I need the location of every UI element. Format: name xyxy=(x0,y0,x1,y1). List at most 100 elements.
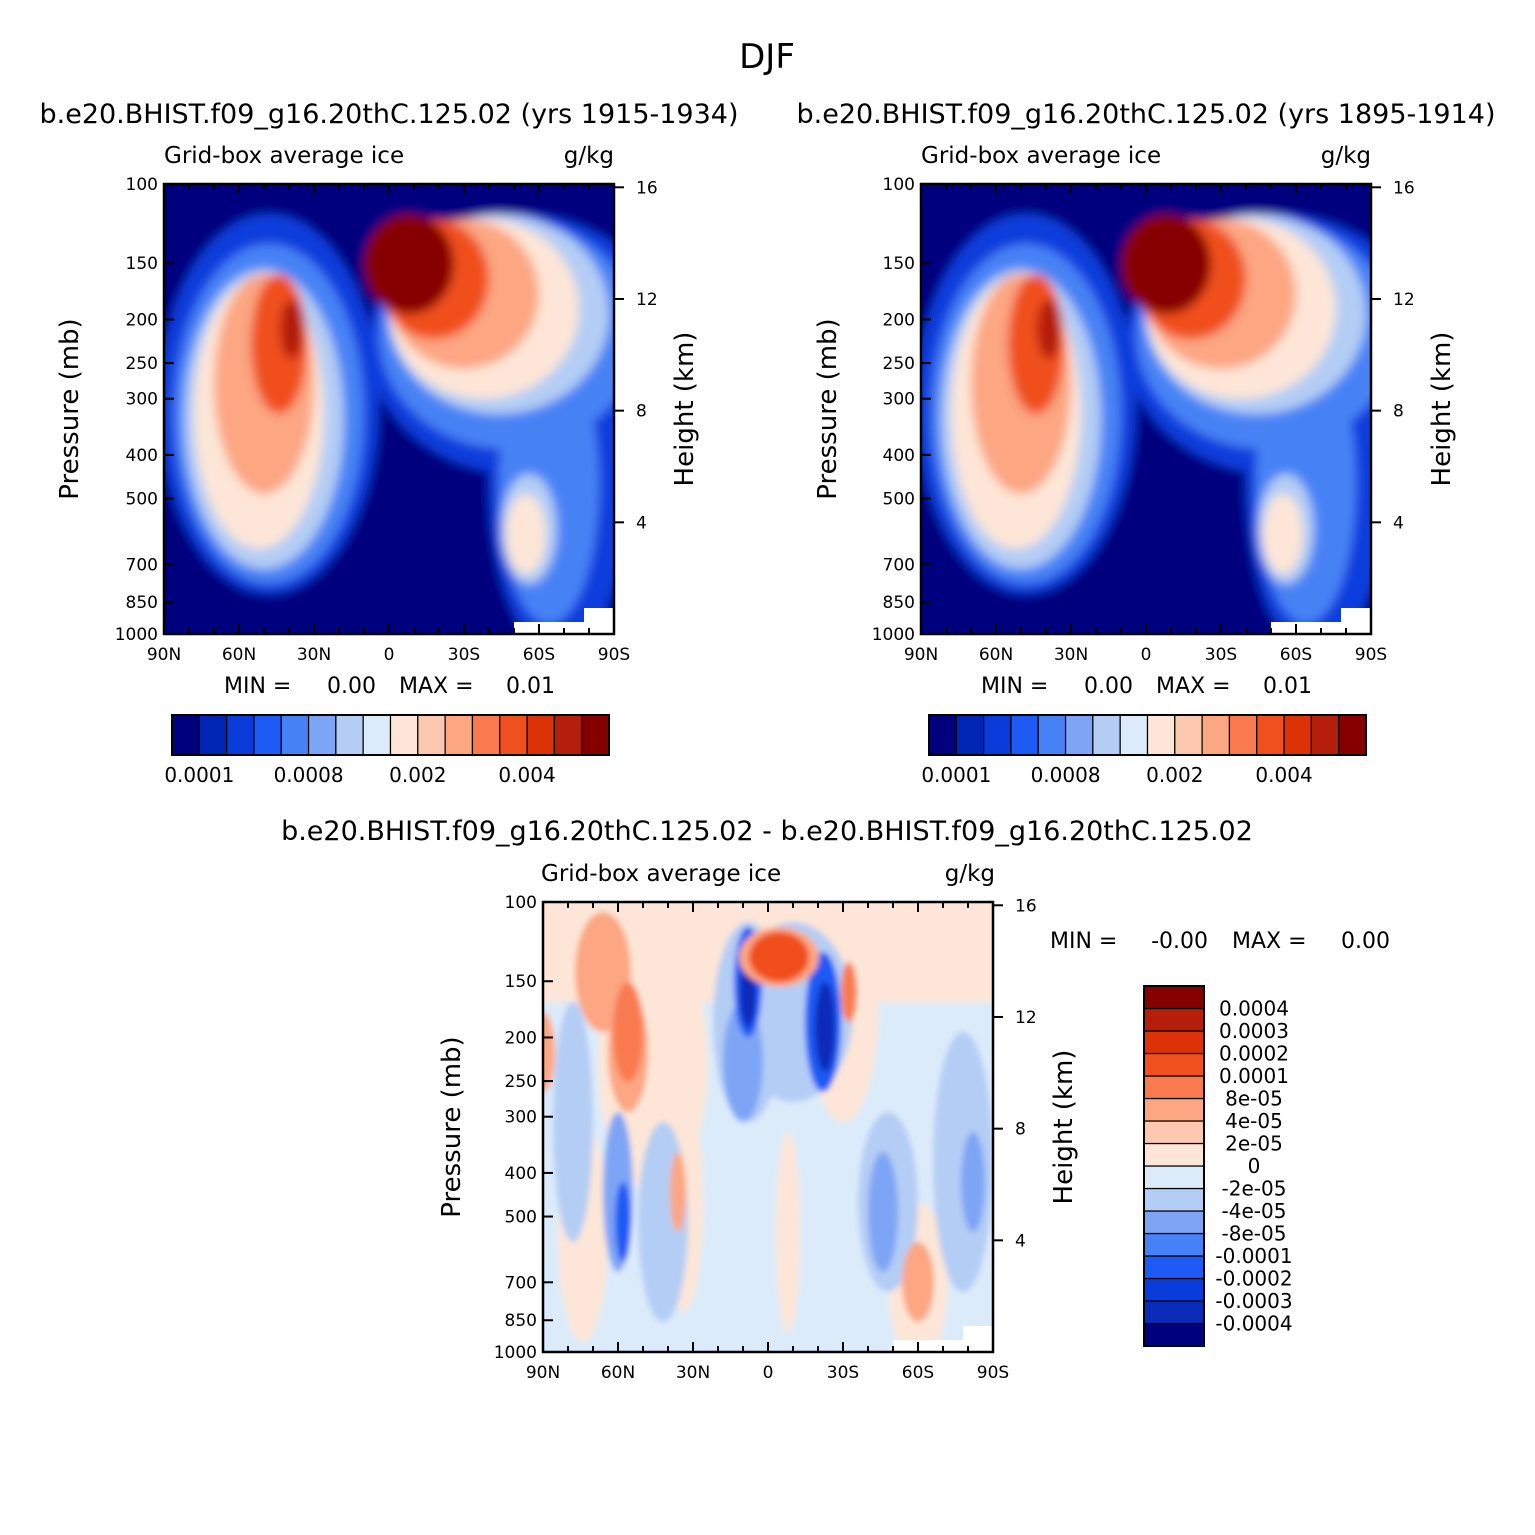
x-tick-label: 0 xyxy=(763,1363,774,1383)
x-tick-label: 90N xyxy=(147,645,181,665)
y-tick-label: 250 xyxy=(126,354,158,374)
x-tick-label: 30N xyxy=(297,645,331,665)
panel-left-max-value: 0.01 xyxy=(506,674,555,699)
colorbar-swatch xyxy=(1143,1030,1205,1055)
x-tick-label: 60N xyxy=(222,645,256,665)
x-tick-label: 60S xyxy=(523,645,555,665)
colorbar-swatch xyxy=(955,714,985,756)
colorbar-label: -0.0003 xyxy=(1215,1289,1292,1313)
colorbar-label: -2e-05 xyxy=(1222,1177,1287,1201)
colorbar-swatch xyxy=(1310,714,1340,756)
panel-right-min-label: MIN = xyxy=(981,674,1048,699)
colorbar-label: -0.0002 xyxy=(1215,1267,1292,1291)
colorbar-swatch xyxy=(1037,714,1067,756)
y2-tick-label: 8 xyxy=(1393,402,1404,422)
y2-tick-label: 16 xyxy=(1015,896,1037,916)
colorbar-label: 8e-05 xyxy=(1225,1087,1283,1111)
panel-right-variable: Grid-box average ice xyxy=(921,143,1161,169)
colorbar-swatch xyxy=(983,714,1012,756)
y2-tick-label: 8 xyxy=(1015,1120,1026,1140)
y-tick-label: 250 xyxy=(883,354,915,374)
y-tick-label: 700 xyxy=(883,555,915,575)
panel-diff-field xyxy=(543,902,993,1352)
y-tick-label: 400 xyxy=(126,446,158,466)
colorbar-label: 4e-05 xyxy=(1225,1109,1283,1133)
x-tick-label: 90N xyxy=(904,645,938,665)
y-tick-label: 150 xyxy=(883,254,915,274)
colorbar-swatch xyxy=(335,714,364,756)
colorbar-swatch xyxy=(1119,714,1149,756)
colorbar-swatch xyxy=(280,714,310,756)
colorbar-swatch xyxy=(1143,1300,1205,1325)
colorbar-swatch xyxy=(1174,714,1203,756)
y2-tick-label: 4 xyxy=(1015,1231,1026,1251)
colorbar-swatch xyxy=(1143,1255,1205,1280)
panel-left-max-label: MAX = xyxy=(399,674,474,699)
x-tick-label: 60N xyxy=(979,645,1013,665)
colorbar-swatch xyxy=(389,714,419,756)
x-tick-label: 0 xyxy=(384,645,395,665)
colorbar-swatch xyxy=(1143,1187,1205,1212)
colorbar-label: 2e-05 xyxy=(1225,1132,1283,1156)
y-tick-label: 850 xyxy=(505,1311,537,1331)
colorbar-label: 0.002 xyxy=(389,763,446,787)
colorbar-swatch xyxy=(1143,985,1205,1010)
y-tick-label: 200 xyxy=(126,310,158,330)
x-tick-label: 30S xyxy=(448,645,480,665)
panel-right-field xyxy=(921,184,1371,634)
x-tick-label: 0 xyxy=(1141,645,1152,665)
colorbar-swatch xyxy=(1143,1052,1205,1077)
y2-tick-label: 12 xyxy=(1393,290,1415,310)
colorbar-swatch xyxy=(1143,1120,1205,1145)
y2-tick-label: 12 xyxy=(1015,1008,1037,1028)
colorbar-label: -0.0001 xyxy=(1215,1244,1292,1268)
colorbar-label: 0.0001 xyxy=(921,763,991,787)
x-tick-label: 30N xyxy=(676,1363,710,1383)
x-tick-label: 60N xyxy=(601,1363,635,1383)
colorbar-swatch xyxy=(1143,1142,1205,1167)
colorbar-swatch xyxy=(253,714,282,756)
colorbar-swatch xyxy=(1010,714,1039,756)
colorbar-swatch xyxy=(928,714,957,756)
colorbar-label: 0.0003 xyxy=(1219,1019,1289,1043)
panel-diff-case-title: b.e20.BHIST.f09_g16.20thC.125.02 - b.e20… xyxy=(281,816,1253,847)
y2-tick-label: 4 xyxy=(1393,513,1404,533)
panel-left-ylabel: Pressure (mb) xyxy=(55,318,85,499)
y-tick-label: 850 xyxy=(883,593,915,613)
panel-diff: b.e20.BHIST.f09_g16.20thC.125.02 - b.e20… xyxy=(281,816,1390,1383)
colorbar-swatch xyxy=(171,714,200,756)
colorbar-label: -8e-05 xyxy=(1222,1222,1287,1246)
colorbar-frame xyxy=(1143,985,1205,1347)
colorbar-swatch xyxy=(471,714,501,756)
colorbar-label: 0.002 xyxy=(1146,763,1203,787)
y2-tick-label: 12 xyxy=(636,290,658,310)
colorbar-swatch xyxy=(198,714,228,756)
colorbar-swatch xyxy=(1143,1007,1205,1032)
y-tick-label: 1000 xyxy=(115,625,158,645)
y-tick-label: 150 xyxy=(126,254,158,274)
y-tick-label: 500 xyxy=(505,1208,537,1228)
y-tick-label: 1000 xyxy=(494,1343,537,1363)
colorbar-swatch xyxy=(1146,714,1176,756)
panel-right-min-value: 0.00 xyxy=(1084,674,1133,699)
colorbar-label: 0.004 xyxy=(498,763,555,787)
y-tick-label: 150 xyxy=(505,972,537,992)
y-tick-label: 500 xyxy=(883,490,915,510)
panel-right-case-title: b.e20.BHIST.f09_g16.20thC.125.02 (yrs 18… xyxy=(796,99,1495,130)
x-tick-label: 30N xyxy=(1054,645,1088,665)
x-tick-label: 30S xyxy=(1205,645,1237,665)
panel-diff-variable: Grid-box average ice xyxy=(541,861,781,887)
y-tick-label: 100 xyxy=(505,893,537,913)
colorbar-label: 0.0008 xyxy=(274,763,344,787)
colorbar-label: 0.004 xyxy=(1255,763,1312,787)
panel-left-field xyxy=(164,184,614,634)
y2-tick-label: 16 xyxy=(1393,178,1415,198)
colorbar-swatch xyxy=(499,714,528,756)
colorbar-swatch xyxy=(581,714,610,756)
figure-title: DJF xyxy=(739,37,795,77)
panel-left-min-label: MIN = xyxy=(224,674,291,699)
panel-right-max-value: 0.01 xyxy=(1263,674,1312,699)
panel-diff-max-value: 0.00 xyxy=(1341,929,1390,954)
x-tick-label: 60S xyxy=(902,1363,934,1383)
